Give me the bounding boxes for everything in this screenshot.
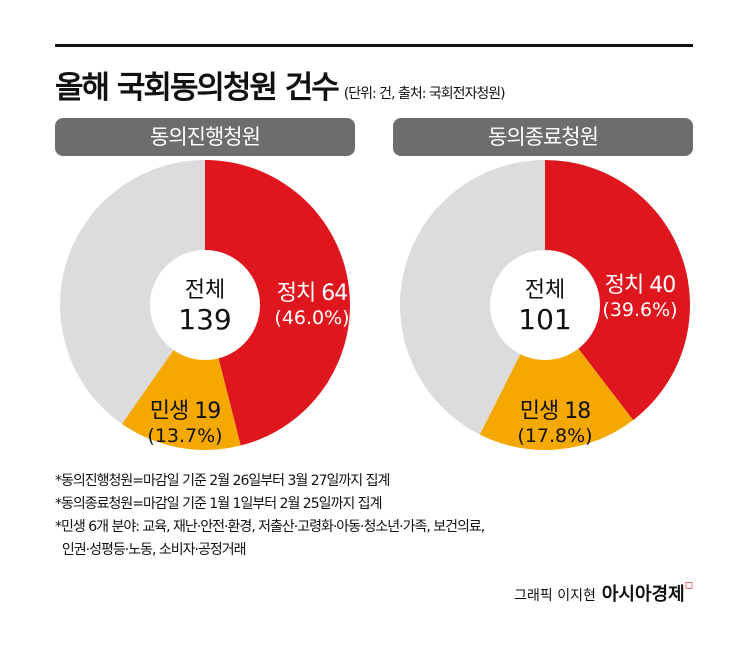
footnote: *동의진행청원=마감일 기준 2월 26일부터 3월 27일까지 집계 [55, 473, 390, 489]
slice-other [60, 160, 205, 424]
brand-logo: 아시아경제 [601, 584, 685, 605]
slice-other [400, 159, 545, 435]
footnote: 인권·성평등·노동, 소비자·공정거래 [55, 542, 247, 558]
donut-hole [490, 250, 600, 360]
footnotes: *동의진행청원=마감일 기준 2월 26일부터 3월 27일까지 집계 *동의종… [55, 470, 485, 562]
slice-label: 민생 19 [150, 399, 220, 424]
slice-percent: (13.7%) [147, 425, 222, 447]
brand-mark-icon: ◻ [684, 580, 693, 591]
center-label: 전체 [185, 278, 225, 303]
slice-label: 정치 64 [277, 281, 347, 306]
slice-livelihood [479, 305, 634, 450]
total-value: 101 [518, 303, 571, 336]
subtitle: (단위: 건, 출처: 국회전자청원) [343, 86, 506, 102]
slice-percent: (39.6%) [602, 299, 677, 321]
slice-percent: (46.0%) [274, 307, 349, 329]
slice-label: 정치 40 [605, 273, 675, 298]
footnote: *민생 6개 분야: 교육, 재난·안전·환경, 저출산·고령화·아동·청소년·… [55, 519, 485, 535]
slice-politics [545, 160, 690, 421]
credit-text: 그래픽 이지현 [514, 588, 596, 604]
center-label: 전체 [525, 278, 565, 303]
chart-header-ongoing: 동의진행청원 [55, 118, 355, 156]
page-title: 올해 국회동의청원 건수 (단위: 건, 출처: 국회전자청원) [55, 62, 506, 107]
slice-percent: (17.8%) [517, 425, 592, 447]
title-text: 올해 국회동의청원 건수 [55, 70, 340, 106]
chart-header-closed: 동의종료청원 [393, 118, 693, 156]
footnote: *동의종료청원=마감일 기준 1월 1일부터 2월 25일까지 집계 [55, 496, 382, 512]
top-rule [55, 44, 693, 47]
total-value: 139 [178, 303, 231, 336]
slice-politics [205, 160, 351, 446]
credit: 그래픽 이지현 아시아경제◻ [514, 580, 693, 606]
slice-label: 민생 18 [520, 399, 590, 424]
donut-hole [150, 250, 260, 360]
